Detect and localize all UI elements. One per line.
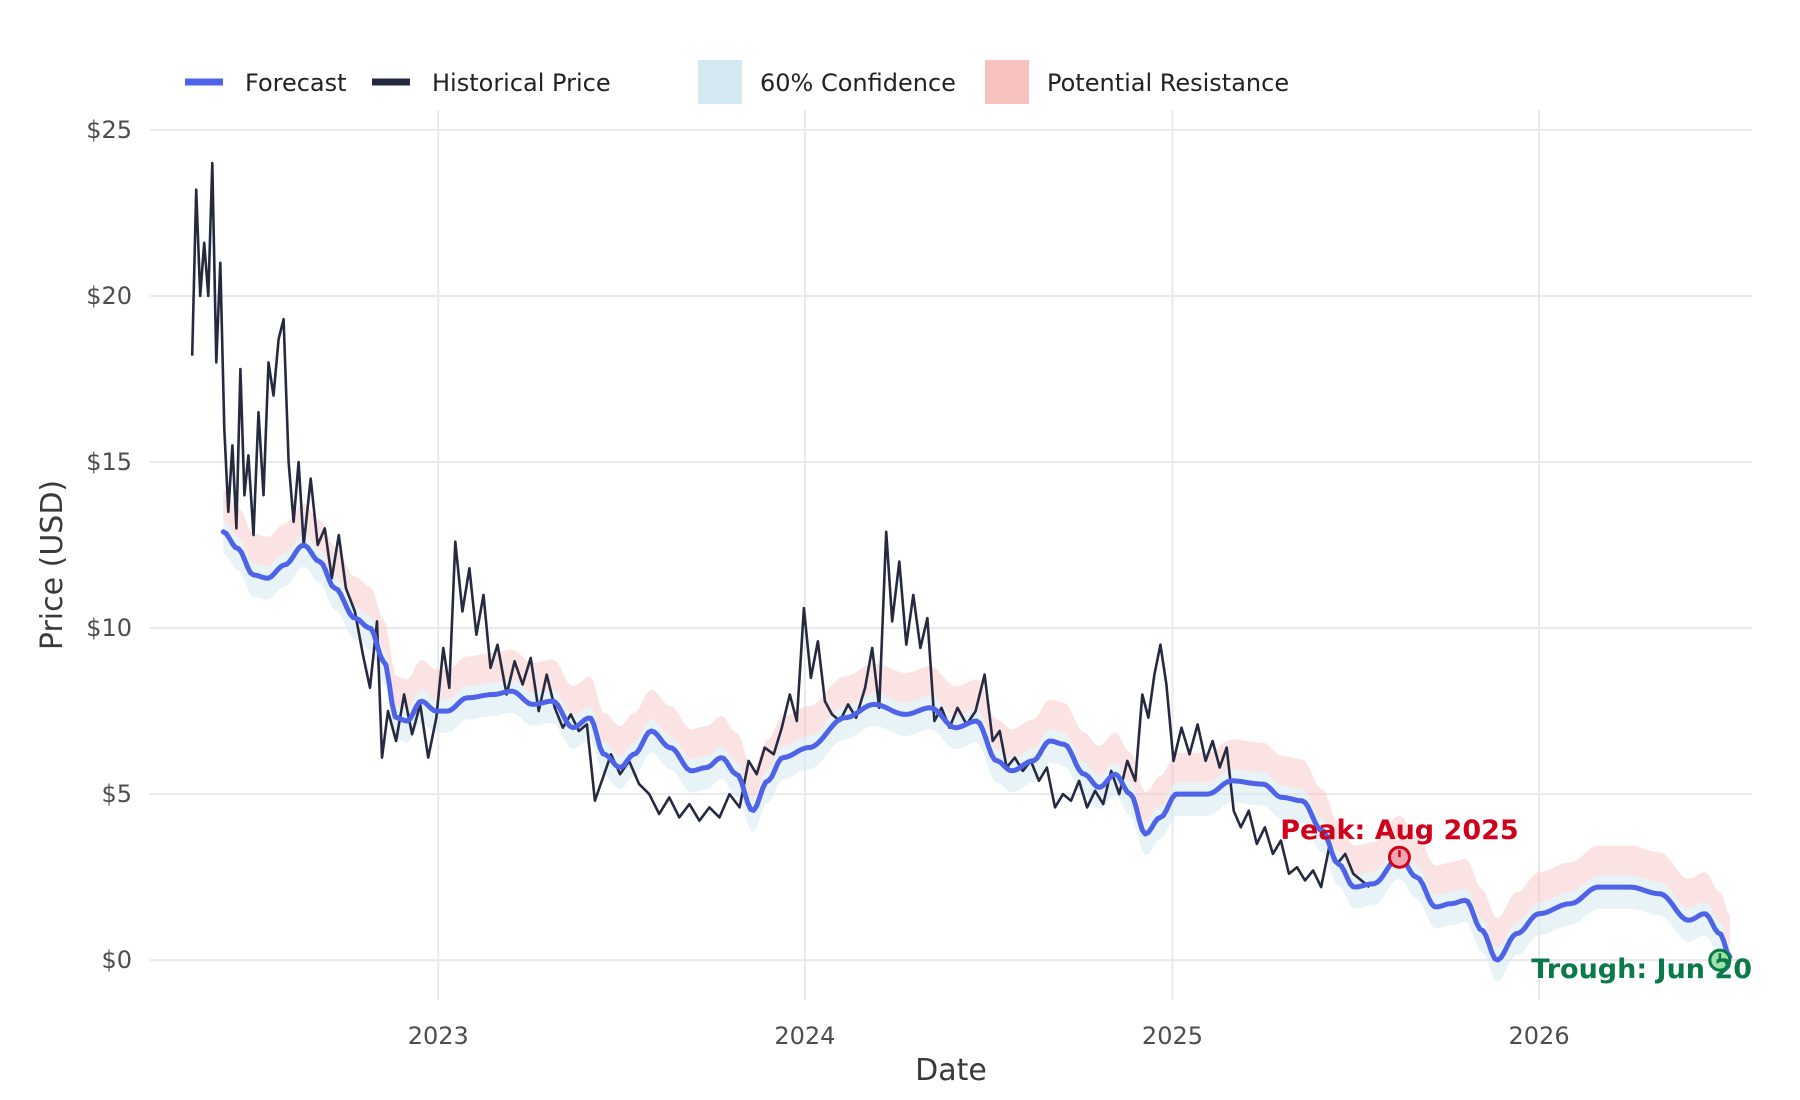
y-axis-title: Price (USD) [35,480,70,650]
legend-swatch-resistance [985,60,1029,104]
trough-label: Trough: Jun 20 [1531,954,1752,985]
annotations: Peak: Aug 2025 Trough: Jun 20 [1280,815,1752,985]
legend-label: Historical Price [432,69,611,97]
y-tick-label: $15 [86,448,132,476]
axes: Date Price (USD) $0 $5 $10 $15 $20 $25 2023 202… [35,116,1570,1088]
grid [150,110,1752,1000]
y-tick-label: $5 [101,780,132,808]
forecast-line [220,529,1733,963]
y-tick-label: $10 [86,614,132,642]
x-tick-label: 2025 [1142,1022,1203,1050]
legend-label: Potential Resistance [1047,69,1289,97]
y-tick-label: $0 [101,946,132,974]
x-tick-label: 2026 [1509,1022,1570,1050]
legend-label: Forecast [245,69,347,97]
x-tick-label: 2024 [774,1022,835,1050]
x-tick-label: 2023 [408,1022,469,1050]
legend-label: 60% Confidence [760,69,956,97]
series [190,161,1733,963]
historical-price-line [190,161,1371,889]
forecast-bands [223,490,1730,982]
peak-label: Peak: Aug 2025 [1280,815,1518,846]
y-tick-label: $25 [86,116,132,144]
legend-swatch-confidence [698,60,742,104]
y-tick-label: $20 [86,282,132,310]
x-axis-title: Date [915,1053,987,1088]
legend: Forecast Historical Price 60% Confidence Po… [185,60,1289,104]
